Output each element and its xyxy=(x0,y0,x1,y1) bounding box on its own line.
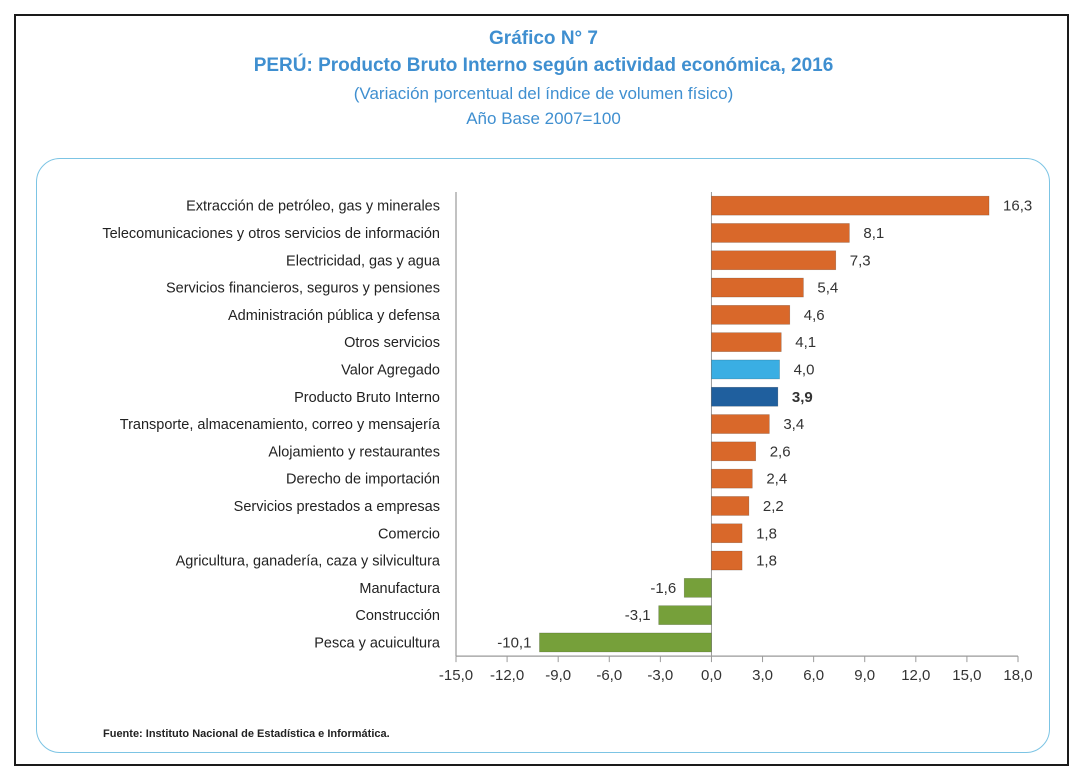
data-label: -1,6 xyxy=(650,580,676,597)
data-label: 4,6 xyxy=(804,307,825,324)
chart-title: PERÚ: Producto Bruto Interno según activ… xyxy=(253,55,834,76)
bar xyxy=(711,414,770,434)
bar xyxy=(711,223,850,243)
x-tick-label: 0,0 xyxy=(701,667,722,684)
source-note: Fuente: Instituto Nacional de Estadístic… xyxy=(103,728,390,740)
bar xyxy=(711,332,782,352)
bar xyxy=(711,195,990,216)
data-label: 8,1 xyxy=(863,225,884,242)
x-tick-label: 15,0 xyxy=(952,667,981,684)
data-label: 4,0 xyxy=(794,361,815,378)
bar xyxy=(539,632,712,653)
bar xyxy=(711,386,779,407)
category-label: Derecho de importación xyxy=(286,472,440,488)
x-tick-label: 18,0 xyxy=(1003,667,1032,684)
category-label: Otros servicios xyxy=(344,335,440,351)
x-tick-label: -3,0 xyxy=(647,667,673,684)
data-label: 5,4 xyxy=(817,280,838,297)
data-label: 2,2 xyxy=(763,498,784,515)
x-tick-label: -9,0 xyxy=(545,667,571,684)
category-label: Valor Agregado xyxy=(341,362,440,378)
x-tick-label: 12,0 xyxy=(901,667,930,684)
category-label: Transporte, almacenamiento, correo y men… xyxy=(120,417,441,433)
bar xyxy=(711,250,837,271)
data-label: 1,8 xyxy=(756,525,777,542)
bar xyxy=(683,578,712,598)
bar xyxy=(711,359,780,380)
category-label: Comercio xyxy=(378,526,440,542)
data-label: 2,4 xyxy=(766,471,787,488)
category-label: Telecomunicaciones y otros servicios de … xyxy=(102,226,440,242)
bar xyxy=(711,441,757,462)
data-label: -10,1 xyxy=(497,634,531,651)
x-tick-label: 9,0 xyxy=(854,667,875,684)
bar xyxy=(711,496,750,516)
category-label: Producto Bruto Interno xyxy=(294,390,440,406)
category-label: Pesca y acuicultura xyxy=(314,635,441,651)
chart-base-year: Año Base 2007=100 xyxy=(466,109,621,128)
bar xyxy=(711,523,743,544)
bar xyxy=(711,550,743,571)
data-label: 3,4 xyxy=(783,416,804,433)
category-label: Extracción de petróleo, gas y minerales xyxy=(186,199,440,215)
x-tick-label: -12,0 xyxy=(490,667,524,684)
data-label: 1,8 xyxy=(756,553,777,570)
data-label: -3,1 xyxy=(625,607,651,624)
data-label: 2,6 xyxy=(770,443,791,460)
category-label: Administración pública y defensa xyxy=(228,308,441,324)
category-label: Manufactura xyxy=(359,581,441,597)
bar xyxy=(658,605,712,625)
category-label: Alojamiento y restaurantes xyxy=(268,444,440,460)
x-tick-label: 6,0 xyxy=(803,667,824,684)
category-label: Construcción xyxy=(355,608,440,624)
data-label: 7,3 xyxy=(850,252,871,269)
category-label: Servicios prestados a empresas xyxy=(234,499,440,515)
x-tick-label: 3,0 xyxy=(752,667,773,684)
bar xyxy=(711,468,753,489)
x-tick-label: -6,0 xyxy=(596,667,622,684)
data-label: 16,3 xyxy=(1003,198,1032,215)
x-tick-label: -15,0 xyxy=(439,667,473,684)
category-label: Electricidad, gas y agua xyxy=(286,253,441,269)
data-label: 4,1 xyxy=(795,334,816,351)
category-label: Agricultura, ganadería, caza y silvicult… xyxy=(176,554,441,570)
chart-number: Gráfico N° 7 xyxy=(489,28,598,49)
data-label: 3,9 xyxy=(792,389,813,406)
category-label: Servicios financieros, seguros y pension… xyxy=(166,281,440,297)
chart-subtitle: (Variación porcentual del índice de volu… xyxy=(353,84,734,103)
bar xyxy=(711,277,804,298)
bar xyxy=(711,305,791,325)
chart-panel xyxy=(36,158,1050,753)
